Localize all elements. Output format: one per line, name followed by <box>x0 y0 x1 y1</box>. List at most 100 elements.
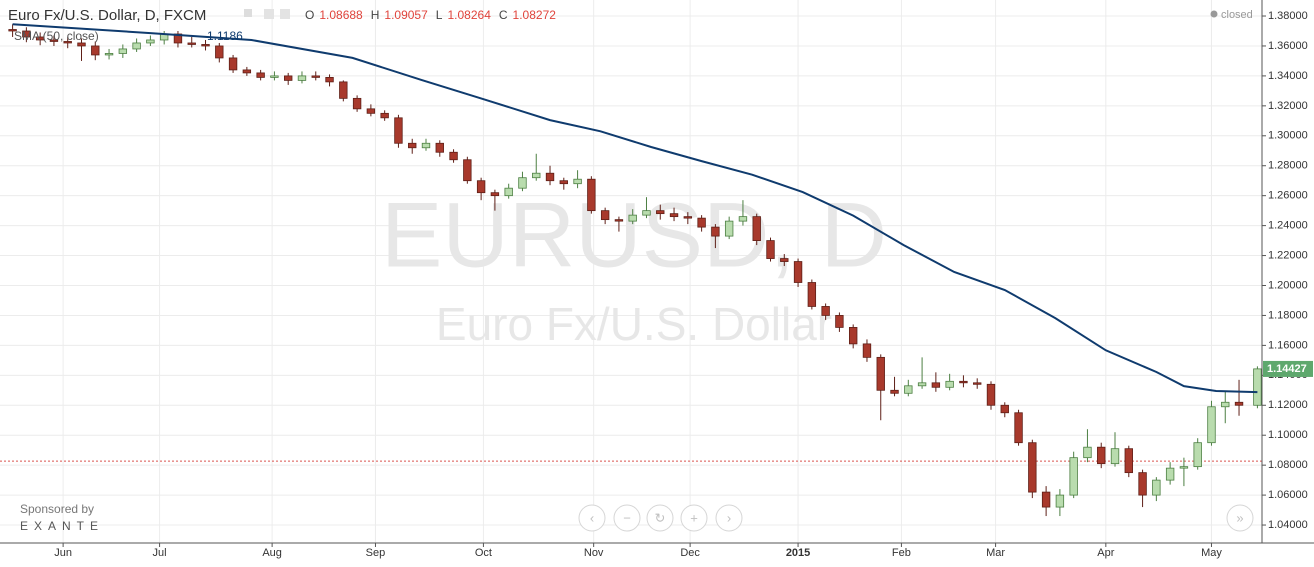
axes: 1.38000 1.36000 1.34000 1.32000 1.30000 1.280… <box>54 10 1313 559</box>
scroll-end[interactable]: » <box>1226 504 1254 532</box>
x-tick-label: Jul <box>153 547 167 559</box>
svg-text:−: − <box>623 510 631 525</box>
candle-body <box>63 41 72 44</box>
sponsor-name: EXANTE <box>20 519 104 533</box>
candle-body <box>1152 479 1161 496</box>
x-tick-label: Apr <box>1097 547 1114 559</box>
candle-body <box>848 327 858 345</box>
candle-body <box>600 210 610 221</box>
candle-body <box>697 217 706 228</box>
candle-body <box>256 72 265 78</box>
candle-body <box>1083 446 1092 459</box>
candle-body <box>835 315 844 328</box>
candle-body <box>1253 368 1262 406</box>
y-tick-label: 1.30000 <box>1268 130 1308 142</box>
candle-body <box>421 142 431 149</box>
x-tick-label: Jun <box>54 547 72 559</box>
indicator-name: SMA (50, close) <box>14 29 99 43</box>
candle-body <box>339 81 348 99</box>
candle-body <box>1179 466 1189 469</box>
candle-body <box>463 159 472 182</box>
candle-body <box>228 57 238 71</box>
candle-body <box>559 180 568 185</box>
candle-body <box>504 187 513 197</box>
candle-body <box>311 75 320 78</box>
candle-body <box>1193 442 1202 468</box>
candle-body <box>518 177 527 189</box>
sponsor-label: Sponsored by <box>20 502 94 516</box>
watermark-name: Euro Fx/U.S. Dollar <box>436 298 832 350</box>
candle-body <box>1028 442 1037 493</box>
y-tick-label: 1.24000 <box>1268 220 1308 232</box>
candle-body <box>476 180 486 194</box>
ohlc-legend: O 1.08688 H 1.09057 L 1.08264 C 1.08272 <box>305 8 556 22</box>
y-tick-label: 1.22000 <box>1268 249 1308 261</box>
y-tick-label: 1.08000 <box>1268 459 1308 471</box>
header-icons <box>244 9 290 19</box>
status: closed <box>1221 9 1253 21</box>
sma-line <box>12 23 1258 394</box>
candle-body <box>904 385 913 394</box>
candle-body <box>642 210 651 216</box>
x-tick-label: Dec <box>680 547 700 559</box>
reset[interactable]: ↻ <box>646 504 674 532</box>
scroll-left[interactable]: ‹ <box>578 504 606 532</box>
x-tick-label: Aug <box>262 547 282 559</box>
x-tick-label: Sep <box>366 547 386 559</box>
y-tick-label: 1.28000 <box>1268 160 1308 172</box>
x-tick-label: 2015 <box>786 547 810 559</box>
candle-body <box>270 75 279 78</box>
y-tick-label: 1.38000 <box>1268 10 1308 22</box>
candle-body <box>614 219 624 222</box>
candle-body <box>1165 467 1175 481</box>
watermark-symbol: EURUSD, D <box>381 184 887 286</box>
candle-body <box>628 214 637 222</box>
candle-body <box>656 210 665 215</box>
ohlc-value: 1.09057 <box>384 8 428 22</box>
candle-body <box>104 53 114 56</box>
candle-body <box>490 192 500 197</box>
candle-body <box>587 178 596 212</box>
candle-body <box>35 36 45 41</box>
scroll-right[interactable]: › <box>715 504 743 532</box>
candle-body <box>973 382 982 385</box>
status-dot <box>1210 10 1218 18</box>
svg-text:»: » <box>1236 510 1243 525</box>
candle-body <box>132 42 141 50</box>
x-tick-label: Mar <box>986 547 1005 559</box>
last-price-label: 1.14427 <box>1267 363 1307 375</box>
y-tick-label: 1.06000 <box>1268 489 1308 501</box>
candle-body <box>91 45 100 56</box>
candle-body <box>1041 491 1051 508</box>
candle-body <box>201 44 210 47</box>
zoom-out[interactable]: − <box>613 504 641 532</box>
y-tick-label: 1.12000 <box>1268 399 1308 411</box>
candle-body <box>297 75 307 81</box>
chart-title: Euro Fx/U.S. Dollar, D, FXCM <box>8 7 206 24</box>
y-tick-label: 1.04000 <box>1268 519 1308 531</box>
ohlc-label: C <box>499 8 508 22</box>
candle-body <box>8 29 17 32</box>
svg-text:›: › <box>727 510 731 525</box>
candle-body <box>22 30 31 38</box>
candle-body <box>945 380 954 388</box>
y-tick-label: 1.16000 <box>1268 339 1308 351</box>
indicator-value: 1.1186 <box>207 29 243 43</box>
candle-body <box>766 240 775 259</box>
candle-body <box>1069 457 1078 496</box>
candle-body <box>366 108 376 114</box>
candle-body <box>146 39 155 44</box>
candle-body <box>380 112 389 119</box>
candle-body <box>1138 472 1147 496</box>
ohlc-value: 1.08264 <box>447 8 491 22</box>
candle-body <box>1055 494 1065 508</box>
x-tick-label: May <box>1201 547 1222 559</box>
candle-body <box>793 261 803 283</box>
zoom-in[interactable]: + <box>680 504 708 532</box>
candle-body <box>890 389 899 394</box>
candle-body <box>394 117 403 144</box>
y-tick-label: 1.34000 <box>1268 70 1308 82</box>
candle-body <box>215 45 224 59</box>
candle-body <box>821 306 830 316</box>
